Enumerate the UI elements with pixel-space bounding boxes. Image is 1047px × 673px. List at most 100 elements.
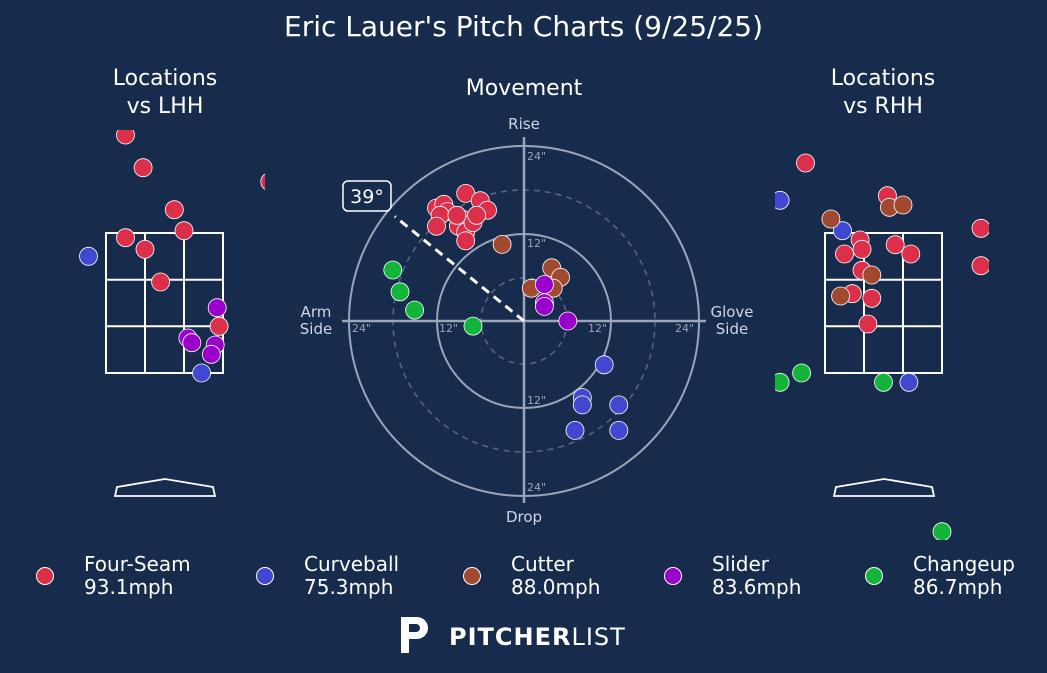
rhh-four-seam-point	[796, 153, 815, 173]
arm-angle-label: 39°	[350, 186, 384, 208]
legend-pitch-speed: 93.1mph	[84, 575, 174, 599]
movement-curveball-point	[609, 395, 629, 415]
rise-label: Rise	[508, 115, 540, 133]
lhh-four-seam-point	[174, 221, 194, 241]
movement-four-seam-point	[467, 205, 487, 225]
drop-label: Drop	[506, 508, 542, 526]
legend-pitch-speed: 75.3mph	[304, 575, 394, 599]
ring-label-top-12: 12"	[527, 237, 546, 250]
arm-side-label-1: Arm	[301, 303, 332, 321]
arm-side-label-2: Side	[300, 320, 332, 338]
rhh-cutter-point	[831, 286, 850, 306]
legend-pitch-name: Slider	[712, 552, 770, 576]
rhh-changeup-point	[932, 522, 952, 540]
legend-pitch-speed: 86.7mph	[913, 575, 1003, 599]
legend-pitch-name: Curveball	[304, 552, 400, 576]
rhh-cutter-point	[862, 265, 882, 285]
lhh-four-seam-point	[151, 272, 171, 292]
rhh-four-seam-point	[852, 239, 872, 259]
lhh-home-plate	[113, 478, 217, 497]
ring-label-bottom-12: 12"	[527, 394, 546, 407]
movement-axis-labels: Rise Drop Arm Side Glove Side	[300, 115, 754, 526]
rhh-pitch-points	[775, 93, 989, 540]
wordmark-light: LIST	[571, 623, 626, 651]
lhh-four-seam-point	[209, 316, 229, 336]
rhh-title-line1: Locations	[830, 66, 936, 91]
lhh-curveball-point	[79, 246, 98, 266]
rhh-cutter-point	[821, 209, 841, 229]
legend-swatch-cutter	[463, 567, 481, 585]
legend-pitch-name: Changeup	[913, 552, 1015, 576]
rhh-four-seam-point	[901, 244, 921, 264]
lhh-panel-title: Locations vs LHH	[65, 65, 265, 121]
legend-pitch-name: Four-Seam	[84, 552, 191, 576]
ring-label-left-24: 24"	[352, 322, 371, 335]
lhh-slider-point	[207, 298, 227, 318]
glove-side-label-2: Side	[716, 320, 748, 338]
rhh-four-seam-point	[971, 218, 989, 238]
rhh-title-line2: vs RHH	[843, 94, 923, 119]
rhh-home-plate	[832, 478, 936, 497]
lhh-title-line1: Locations	[112, 66, 218, 91]
movement-slider-point	[535, 275, 554, 294]
rhh-panel-title: Locations vs RHH	[783, 65, 983, 121]
movement-curveball-point	[609, 420, 629, 440]
movement-four-seam-point	[427, 216, 446, 236]
charts-canvas: Rise Drop Arm Side Glove Side 24" 12" 12…	[79, 93, 989, 540]
rhh-curveball-point	[833, 221, 852, 241]
movement-changeup-point	[463, 316, 483, 336]
rhh-curveball-point	[899, 372, 919, 392]
rhh-changeup-point	[775, 372, 790, 392]
ring-label-bottom-24: 24"	[527, 481, 546, 494]
lhh-four-seam-point	[116, 130, 135, 145]
rhh-changeup-point	[792, 363, 811, 383]
movement-changeup-point	[405, 300, 425, 320]
arm-angle-line	[393, 215, 525, 323]
ring-label-right-24: 24"	[675, 322, 694, 335]
legend-pitch-name: Cutter	[511, 552, 574, 576]
lhh-slider-point	[201, 344, 221, 364]
rhh-four-seam-point	[885, 235, 905, 255]
page-title: Eric Lauer's Pitch Charts (9/25/25)	[284, 10, 763, 43]
lhh-slider-point	[182, 333, 202, 353]
lhh-four-seam-point	[135, 239, 155, 259]
rhh-four-seam-point	[914, 93, 932, 111]
rhh-cutter-point	[893, 195, 913, 215]
legend-pitch-speed: 88.0mph	[511, 575, 601, 599]
glove-side-label-1: Glove	[710, 303, 753, 321]
lhh-title-line2: vs LHH	[126, 94, 204, 119]
movement-changeup-point	[390, 282, 410, 302]
movement-curveball-point	[565, 420, 585, 440]
lhh-curveball-point	[192, 363, 212, 383]
legend-swatch-curveball	[256, 567, 274, 585]
legend-swatch-changeup	[865, 567, 883, 585]
lhh-four-seam-point	[133, 158, 153, 178]
movement-four-seam-point	[447, 205, 467, 225]
movement-four-seam-point	[456, 231, 476, 251]
legend-swatch-four-seam	[36, 567, 54, 585]
ring-label-top-24: 24"	[527, 150, 546, 163]
movement-ring-labels: 24" 12" 12" 24" 24" 12" 12" 24"	[352, 150, 694, 494]
pitcherlist-p-icon	[401, 617, 428, 653]
rhh-changeup-point	[874, 372, 893, 392]
rhh-curveball-point	[775, 190, 790, 210]
movement-curveball-point	[572, 395, 592, 415]
movement-grid	[342, 137, 706, 503]
movement-panel-title: Movement	[465, 76, 583, 101]
ring-label-right-12: 12"	[588, 322, 607, 335]
lhh-four-seam-point	[116, 228, 135, 248]
movement-cutter-point	[492, 234, 512, 254]
pitcherlist-wordmark: PITCHERLIST	[449, 623, 626, 651]
lhh-pitch-points	[79, 130, 265, 383]
movement-changeup-point	[383, 260, 403, 280]
rhh-four-seam-point	[971, 256, 989, 276]
movement-slider-point	[558, 311, 578, 331]
pitcherlist-logo: PITCHERLIST	[397, 613, 637, 657]
rhh-four-seam-point	[862, 288, 882, 308]
movement-slider-point	[535, 296, 554, 316]
lhh-four-seam-point	[164, 200, 184, 220]
rhh-four-seam-point	[835, 244, 854, 264]
arm-angle-box	[342, 180, 392, 212]
legend-pitch-speed: 83.6mph	[712, 575, 802, 599]
